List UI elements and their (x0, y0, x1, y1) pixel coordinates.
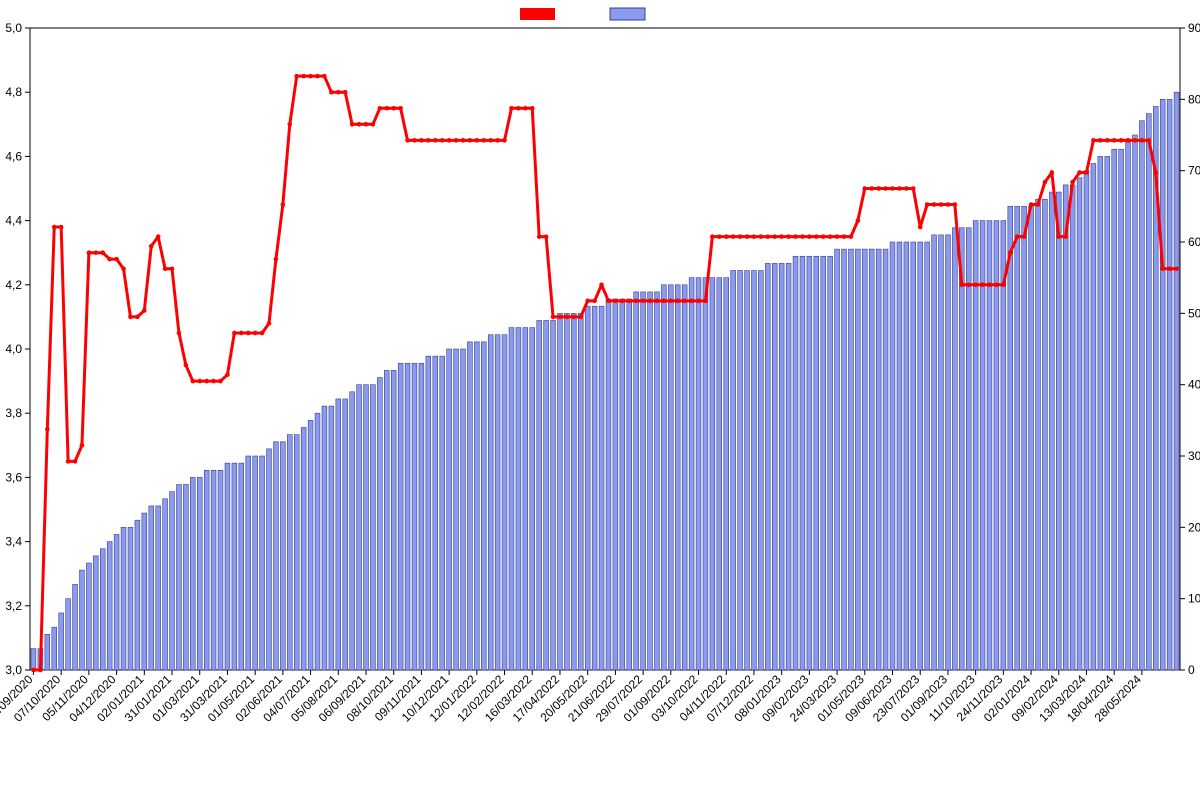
svg-text:4,4: 4,4 (5, 214, 22, 228)
svg-text:30: 30 (1188, 449, 1200, 463)
svg-text:3,0: 3,0 (5, 663, 22, 677)
svg-text:3,2: 3,2 (5, 599, 22, 613)
svg-text:70: 70 (1188, 164, 1200, 178)
svg-text:60: 60 (1188, 235, 1200, 249)
svg-text:10: 10 (1188, 592, 1200, 606)
svg-text:3,8: 3,8 (5, 406, 22, 420)
chart-svg: 3,0 3,2 3,4 3,6 3,8 4,0 4,2 4,4 4,6 4,8 5,0 0 10 20 30… (0, 0, 1200, 800)
svg-text:4,8: 4,8 (5, 85, 22, 99)
svg-text:50: 50 (1188, 306, 1200, 320)
svg-text:3,6: 3,6 (5, 470, 22, 484)
svg-text:0: 0 (1188, 663, 1195, 677)
svg-text:3,4: 3,4 (5, 535, 22, 549)
svg-text:5,0: 5,0 (5, 21, 22, 35)
combo-chart: 3,0 3,2 3,4 3,6 3,8 4,0 4,2 4,4 4,6 4,8 5,0 0 10 20 30… (0, 0, 1200, 800)
svg-text:20: 20 (1188, 520, 1200, 534)
svg-text:40: 40 (1188, 378, 1200, 392)
svg-text:4,0: 4,0 (5, 342, 22, 356)
svg-text:4,2: 4,2 (5, 278, 22, 292)
svg-text:90: 90 (1188, 21, 1200, 35)
svg-text:4,6: 4,6 (5, 149, 22, 163)
svg-text:80: 80 (1188, 92, 1200, 106)
